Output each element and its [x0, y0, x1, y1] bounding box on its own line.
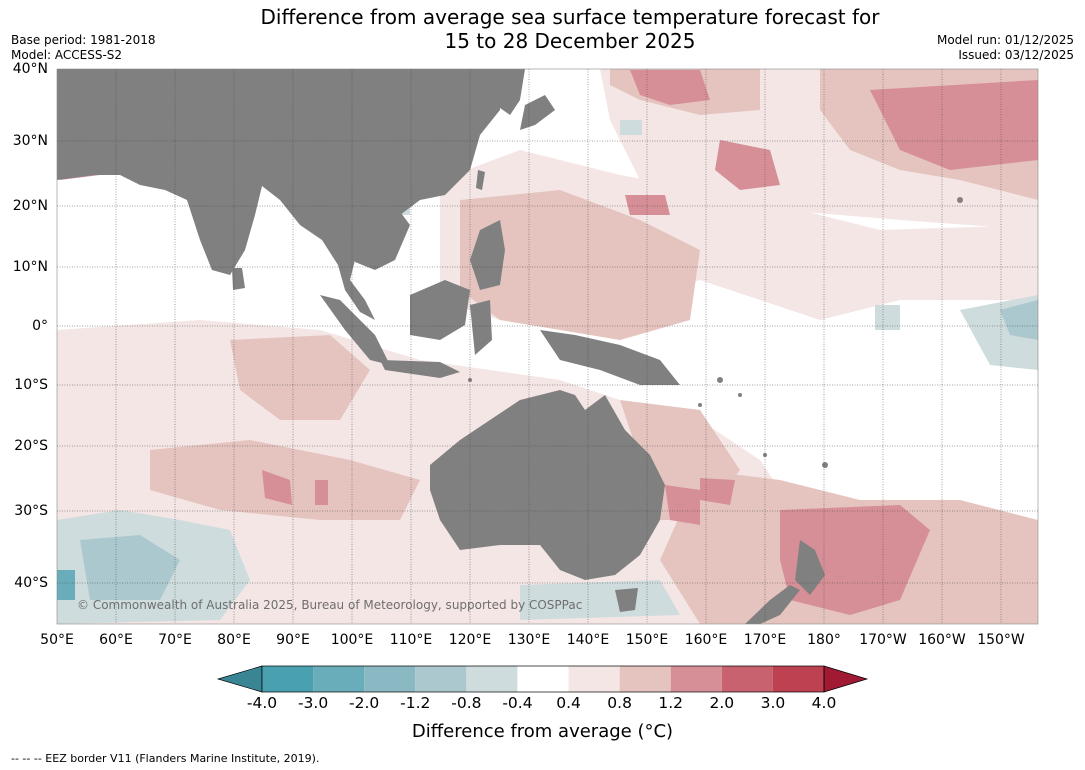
- new-zealand-north: [795, 540, 825, 595]
- colorbar-tick-label: 4.0: [811, 694, 837, 712]
- colorbar-extend-low: [216, 665, 263, 693]
- title-line-2: 15 to 28 December 2025: [444, 29, 696, 53]
- new-zealand-south: [745, 585, 800, 624]
- lat-label: 40°N: [12, 61, 48, 77]
- lat-label: 0°: [32, 318, 48, 334]
- colorbar-swatch: [262, 666, 314, 692]
- graticule: [57, 69, 1038, 624]
- lon-label: 160°E: [684, 632, 728, 648]
- colorbar-tick-label: 0.8: [607, 694, 632, 712]
- colorbar-tick-label: 0.4: [556, 694, 581, 712]
- colorbar-tick-label: 2.0: [709, 694, 735, 712]
- colorbar-tick-label: 3.0: [760, 694, 786, 712]
- lon-label: 80°E: [217, 632, 251, 648]
- tasmania: [615, 588, 638, 612]
- colorbar-swatch: [619, 666, 671, 692]
- sri-lanka: [232, 268, 245, 290]
- copyright-notice: © Commonwealth of Australia 2025, Bureau…: [77, 598, 583, 612]
- map-frame: [56, 68, 1039, 625]
- colorbar-swatch: [517, 666, 569, 692]
- asia-landmass: [57, 69, 500, 320]
- lon-label: 110°E: [389, 632, 433, 648]
- colorbar-swatch: [364, 666, 416, 692]
- colorbar-tick-label: 1.2: [658, 694, 684, 712]
- colorbar-tick-label: -2.0: [349, 694, 380, 712]
- meta-left: Base period: 1981-2018 Model: ACCESS-S2: [11, 33, 156, 63]
- colorbar-tick-label: -0.4: [502, 694, 533, 712]
- colorbar-swatch: [721, 666, 773, 692]
- colorbar-frame: [261, 665, 825, 693]
- lon-label: 120°E: [448, 632, 492, 648]
- colorbar-swatch: [568, 666, 620, 692]
- model-run: Model run: 01/12/2025: [936, 33, 1074, 47]
- issued-date: Issued: 03/12/2025: [958, 48, 1074, 62]
- lon-label: 150°W: [977, 632, 1025, 648]
- base-period: Base period: 1981-2018: [11, 33, 156, 47]
- lon-label: 70°E: [158, 632, 192, 648]
- map-title: Difference from average sea surface temp…: [0, 5, 1085, 53]
- lon-label: 170°W: [859, 632, 907, 648]
- colorbar-label: Difference from average (°C): [411, 721, 674, 742]
- colorbar-tick-label: -3.0: [297, 694, 329, 712]
- sst-anomaly-map: [56, 68, 1039, 625]
- meta-right: Model run: 01/12/2025 Issued: 03/12/2025: [937, 33, 1074, 63]
- colorbar-extend-high: [823, 665, 869, 693]
- lon-label: 140°E: [566, 632, 610, 648]
- new-guinea: [540, 330, 680, 385]
- lon-label: 90°E: [276, 632, 310, 648]
- lat-label: 30°S: [14, 503, 48, 519]
- lon-label: 50°E: [40, 632, 74, 648]
- colorbar-swatch: [670, 666, 722, 692]
- sumatra: [320, 295, 390, 365]
- lat-label: 10°S: [14, 377, 48, 393]
- australia: [430, 390, 665, 580]
- colorbar-swatches: [216, 665, 869, 693]
- borneo: [410, 280, 470, 340]
- colorbar-swatch: [415, 666, 467, 692]
- anomaly-patches-warm: [57, 69, 1038, 624]
- colorbar-swatch: [466, 666, 518, 692]
- japan: [500, 69, 525, 115]
- lon-label: 150°E: [625, 632, 669, 648]
- title-line-1: Difference from average sea surface temp…: [260, 5, 880, 29]
- colorbar-tick-label: -0.8: [451, 694, 482, 712]
- lat-label: 10°N: [12, 259, 48, 275]
- lon-label: 100°E: [330, 632, 374, 648]
- lat-label: 30°N: [12, 133, 48, 149]
- java: [380, 360, 460, 378]
- colorbar-swatch: [313, 666, 365, 692]
- land-masses: [57, 69, 963, 624]
- lon-label: 170°E: [743, 632, 787, 648]
- lat-label: 40°S: [14, 575, 48, 591]
- model-name: Model: ACCESS-S2: [11, 48, 123, 62]
- lon-label: 160°W: [918, 632, 966, 648]
- philippines: [470, 220, 505, 290]
- colorbar-tick-label: -1.2: [400, 694, 431, 712]
- lat-label: 20°S: [14, 438, 48, 454]
- colorbar-swatch: [772, 666, 824, 692]
- eez-footnote: -- -- -- EEZ border V11 (Flanders Marine…: [11, 752, 320, 765]
- lon-label: 180°: [807, 632, 841, 648]
- lon-label: 130°E: [507, 632, 551, 648]
- colorbar-tick-label: -4.0: [246, 694, 278, 712]
- lat-label: 20°N: [12, 198, 48, 214]
- lon-label: 60°E: [99, 632, 133, 648]
